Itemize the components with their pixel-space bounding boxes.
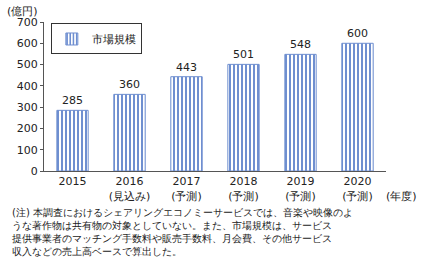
- svg-text:2017(予測): 2017(予測): [171, 175, 202, 202]
- svg-text:600: 600: [347, 27, 368, 40]
- svg-text:501: 501: [233, 48, 254, 61]
- svg-text:100: 100: [17, 144, 38, 157]
- svg-text:2019(予測): 2019(予測): [285, 175, 316, 202]
- svg-text:400: 400: [17, 80, 38, 93]
- svg-text:(億円): (億円): [7, 5, 38, 18]
- svg-text:2020(予測): 2020(予測): [342, 175, 373, 202]
- svg-text:2016(見込み): 2016(見込み): [109, 175, 151, 202]
- svg-text:2018(予測): 2018(予測): [228, 175, 259, 202]
- svg-text:443: 443: [176, 61, 197, 74]
- svg-text:2015: 2015: [59, 175, 87, 188]
- svg-text:285: 285: [62, 94, 83, 107]
- svg-text:548: 548: [290, 38, 311, 51]
- svg-text:700: 700: [17, 16, 38, 29]
- svg-text:600: 600: [17, 37, 38, 50]
- svg-text:0: 0: [31, 165, 38, 178]
- svg-text:200: 200: [17, 122, 38, 135]
- svg-text:(注) 本調査におけるシェアリングエコノミーサービスでは、音: (注) 本調査におけるシェアリングエコノミーサービスでは、音楽や映像のような著作…: [12, 207, 353, 257]
- svg-text:(年度): (年度): [386, 190, 417, 203]
- svg-text:500: 500: [17, 58, 38, 71]
- svg-text:市場規模: 市場規模: [92, 33, 136, 46]
- svg-text:360: 360: [119, 78, 140, 91]
- svg-text:300: 300: [17, 101, 38, 114]
